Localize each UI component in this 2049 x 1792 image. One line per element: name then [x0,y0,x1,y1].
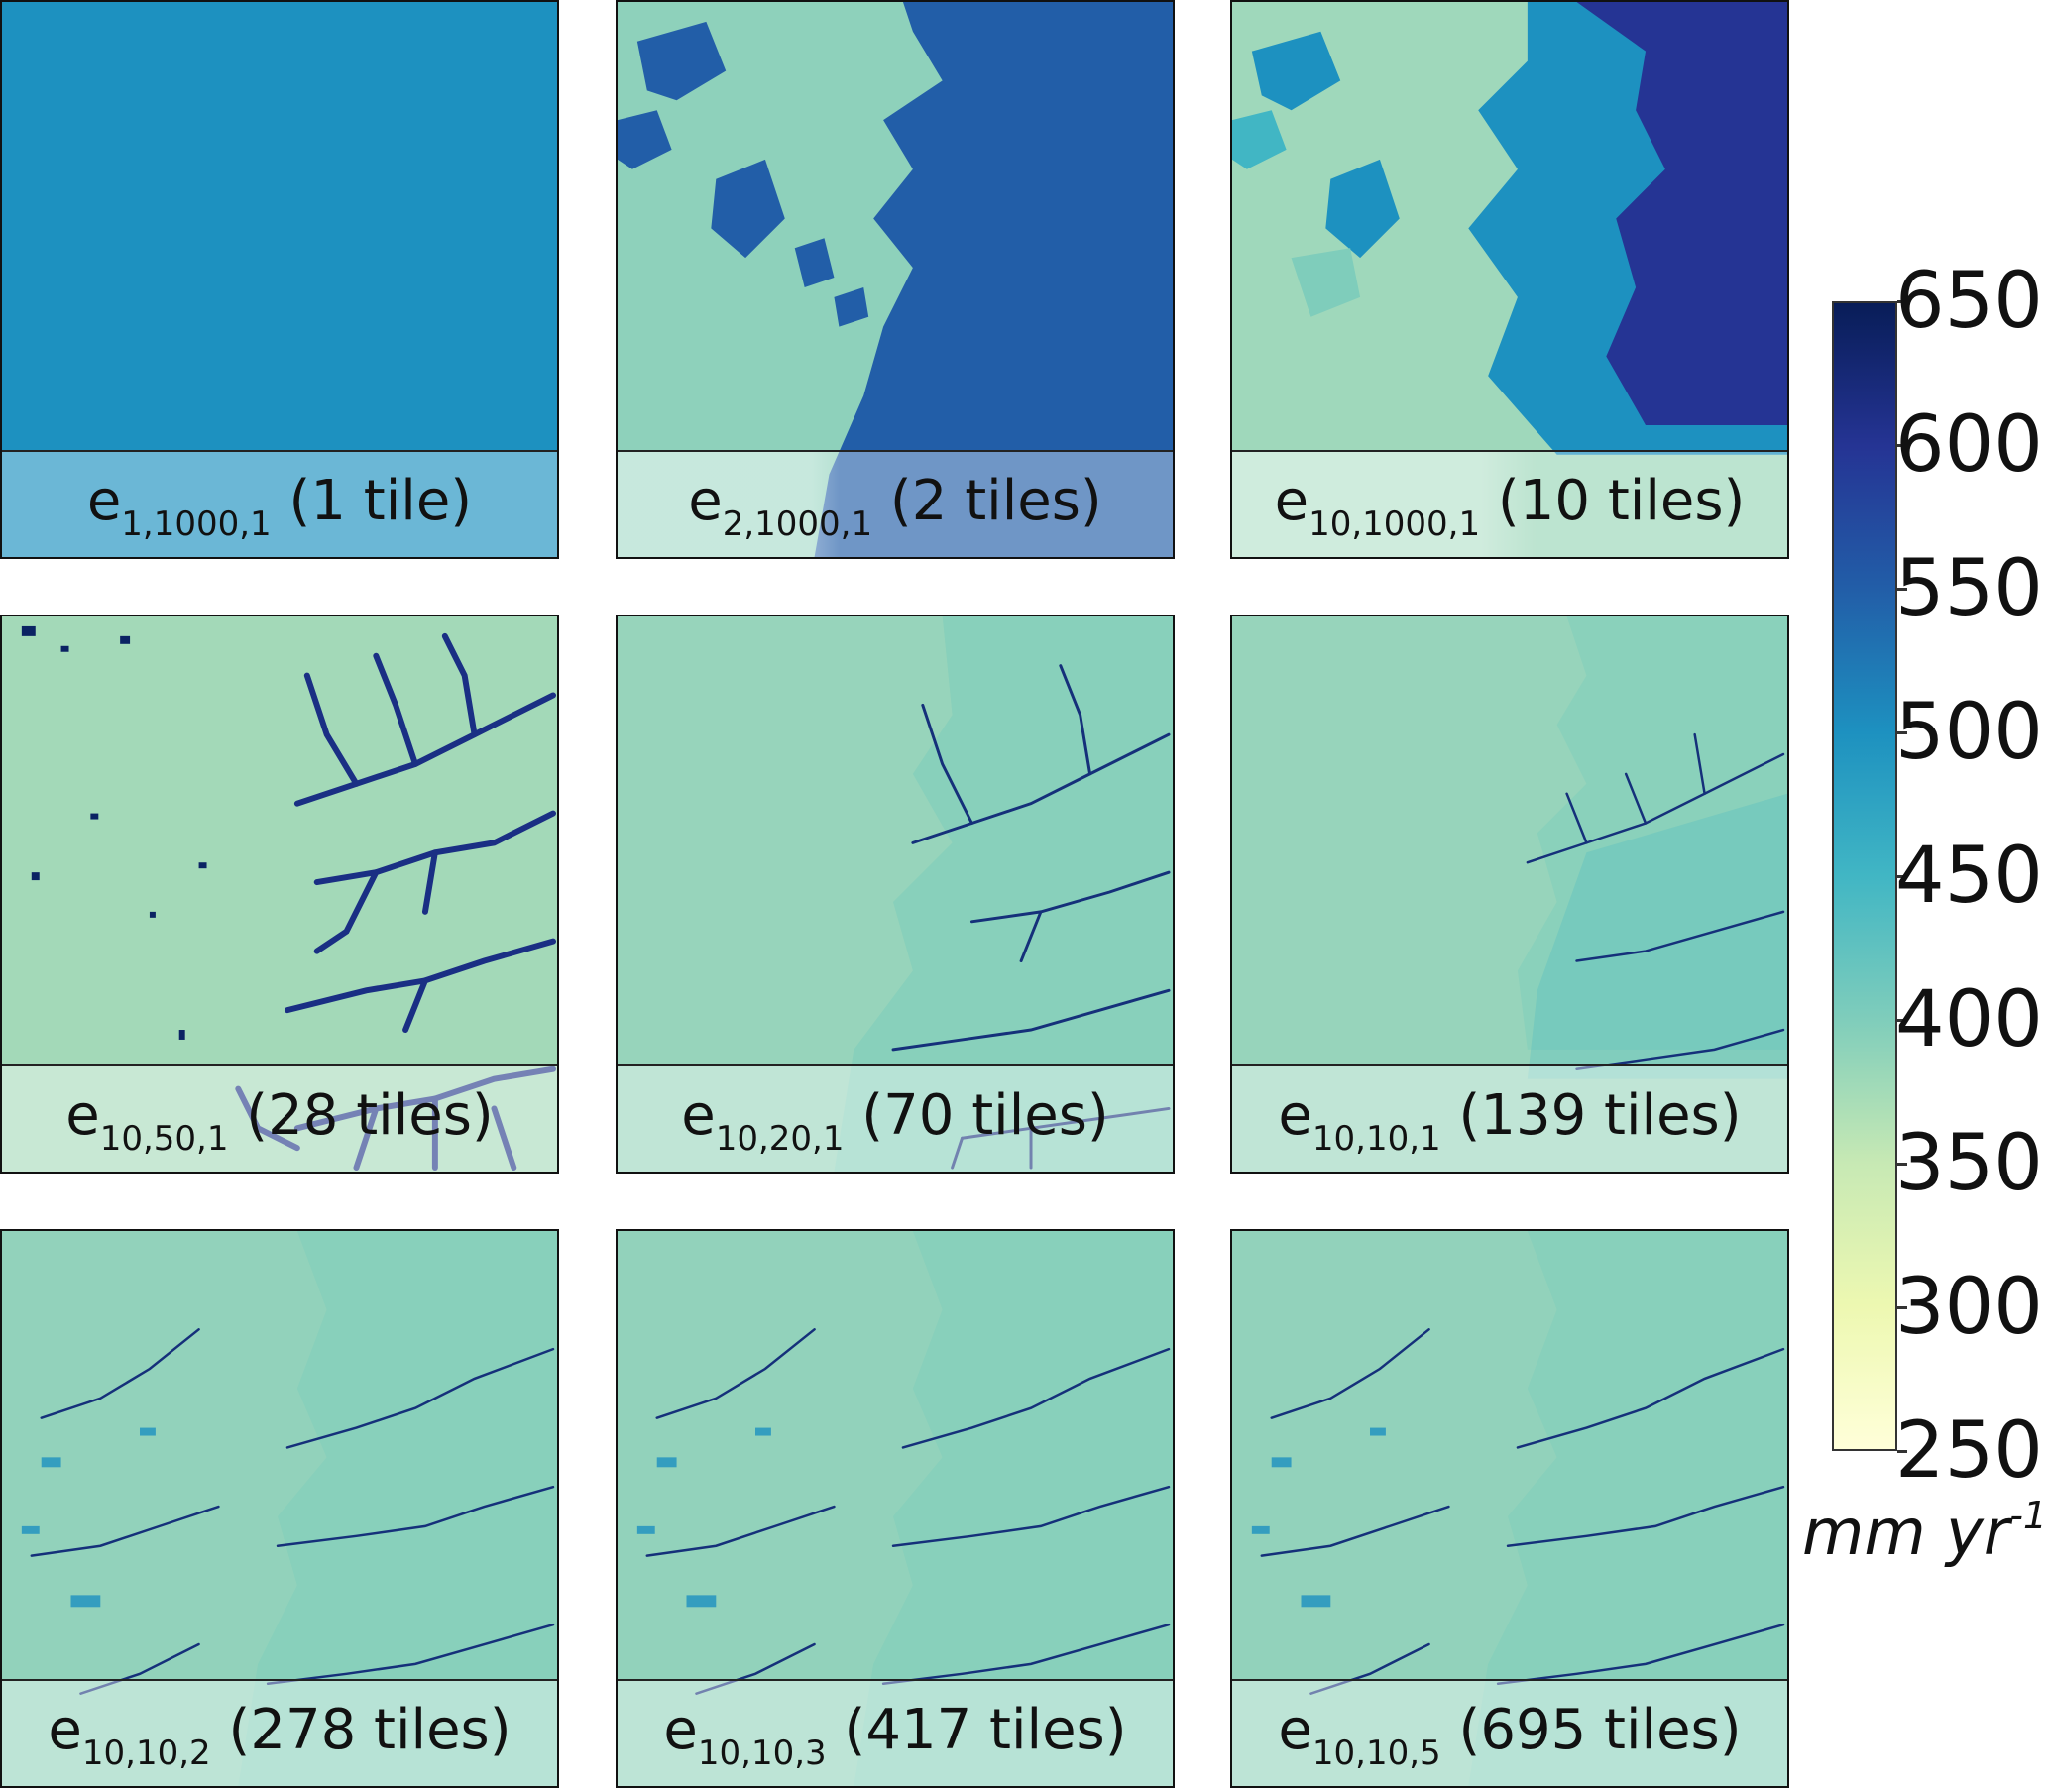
runoff-map-8 [618,1231,1173,1786]
caption-tile-count: (2 tiles) [889,469,1102,533]
caption-tile-count: (10 tiles) [1497,469,1746,533]
map-panel-grid: e1,1000,1 (1 tile) e2,1000,1 (2 tiles) [0,0,1789,1788]
colorbar-tick-label: 350 [1895,1119,2043,1208]
colorbar-tick-label: 400 [1895,975,2043,1064]
panel-caption: e10,10,5 (695 tiles) [1232,1679,1787,1786]
colorbar-tick-mark [1897,300,1907,303]
panel-caption: e10,10,1 (139 tiles) [1232,1064,1787,1172]
caption-base: e [1274,469,1309,533]
caption-tile-count: (695 tiles) [1458,1698,1742,1762]
map-panel-9: e10,10,5 (695 tiles) [1230,1229,1789,1788]
colorbar-unit-label: mm yr-1 [1802,1497,2047,1570]
caption-tile-count: (1 tile) [288,469,473,533]
colorbar-tick-mark [1897,731,1907,734]
colorbar [1832,301,1897,1451]
caption-subscript: 2,1000,1 [722,504,873,544]
caption-base: e [48,1698,82,1762]
caption-base: e [688,469,723,533]
map-panel-6: e10,10,1 (139 tiles) [1230,615,1789,1174]
panel-caption: e10,1000,1 (10 tiles) [1232,450,1787,557]
caption-base: e [1278,1698,1312,1762]
caption-tile-count: (70 tiles) [861,1083,1109,1148]
colorbar-tick-label: 300 [1895,1263,2043,1352]
colorbar-tick-label: 500 [1895,688,2043,777]
colorbar-tick-mark [1897,1450,1907,1453]
map-panel-5: e10,20,1 (70 tiles) [616,615,1175,1174]
panel-caption: e10,10,3 (417 tiles) [618,1679,1173,1786]
caption-subscript: 1,1000,1 [121,504,272,544]
caption-subscript: 10,1000,1 [1309,504,1481,544]
caption-tile-count: (28 tiles) [246,1083,494,1148]
colorbar-tick-mark [1897,1019,1907,1022]
caption-base: e [65,1083,100,1148]
map-panel-8: e10,10,3 (417 tiles) [616,1229,1175,1788]
panel-caption: e2,1000,1 (2 tiles) [618,450,1173,557]
colorbar-tick-label: 250 [1895,1406,2043,1496]
caption-base: e [86,469,122,533]
caption-subscript: 10,10,1 [1311,1119,1441,1159]
caption-tile-count: (417 tiles) [844,1698,1127,1762]
colorbar-tick-label: 450 [1895,832,2043,921]
caption-subscript: 10,20,1 [715,1119,845,1159]
panel-caption: e10,20,1 (70 tiles) [618,1064,1173,1172]
map-panel-2: e2,1000,1 (2 tiles) [616,0,1175,559]
panel-caption: e10,50,1 (28 tiles) [2,1064,557,1172]
colorbar-tick-label: 650 [1895,257,2043,346]
runoff-map-5 [618,616,1173,1172]
caption-base: e [1278,1083,1312,1148]
caption-subscript: 10,10,3 [697,1734,827,1773]
colorbar-tick-mark [1897,1163,1907,1166]
colorbar-tick-label: 550 [1895,544,2043,633]
caption-base: e [681,1083,716,1148]
colorbar-tick-mark [1897,444,1907,447]
runoff-map-3 [1232,2,1787,557]
runoff-map-9 [1232,1231,1787,1786]
runoff-map-1 [2,2,557,557]
runoff-map-7 [2,1231,557,1786]
panel-caption: e10,10,2 (278 tiles) [2,1679,557,1786]
caption-base: e [663,1698,698,1762]
caption-tile-count: (278 tiles) [228,1698,512,1762]
caption-subscript: 10,10,5 [1311,1734,1441,1773]
caption-tile-count: (139 tiles) [1458,1083,1742,1148]
panel-caption: e1,1000,1 (1 tile) [2,450,557,557]
unit-base: mm yr [1802,1497,2010,1570]
colorbar-tick-mark [1897,1306,1907,1309]
colorbar-tick-mark [1897,875,1907,878]
map-panel-4: e10,50,1 (28 tiles) [0,615,559,1174]
runoff-map-6 [1232,616,1787,1172]
caption-subscript: 10,10,2 [81,1734,211,1773]
map-panel-1: e1,1000,1 (1 tile) [0,0,559,559]
colorbar-tick-mark [1897,588,1907,591]
colorbar-tick-label: 600 [1895,400,2043,490]
map-panel-3: e10,1000,1 (10 tiles) [1230,0,1789,559]
map-panel-7: e10,10,2 (278 tiles) [0,1229,559,1788]
unit-exponent: -1 [2009,1494,2048,1537]
runoff-map-4 [2,616,557,1172]
caption-subscript: 10,50,1 [99,1119,229,1159]
